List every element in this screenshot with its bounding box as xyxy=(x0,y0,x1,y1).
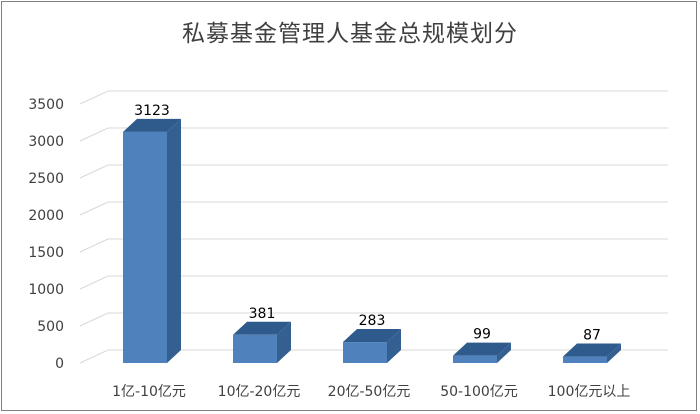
gridline xyxy=(79,275,668,290)
x-axis-categories: 1亿-10亿元 10亿-20亿元 20亿-50亿元 50-100亿元 100亿元以上 xyxy=(112,384,630,400)
x-category-label: 100亿元以上 xyxy=(548,384,631,400)
data-label: 87 xyxy=(583,328,601,344)
gridline xyxy=(79,201,668,216)
gridline xyxy=(79,90,668,105)
data-label: 3123 xyxy=(134,103,170,119)
y-tick-label: 1000 xyxy=(28,282,64,298)
y-tick-label: 2000 xyxy=(28,208,64,224)
gridlines xyxy=(79,90,668,364)
data-label: 381 xyxy=(249,306,276,322)
data-labels: 3123 381 283 99 87 xyxy=(134,103,601,344)
x-category-label: 50-100亿元 xyxy=(440,384,518,400)
chart-title: 私募基金管理人基金总规模划分 xyxy=(182,21,518,47)
data-label: 283 xyxy=(359,313,386,329)
y-tick-label: 500 xyxy=(37,319,64,335)
bars xyxy=(123,118,621,363)
bar xyxy=(343,329,401,363)
bar xyxy=(563,343,621,363)
gridline xyxy=(79,127,668,142)
y-tick-label: 0 xyxy=(55,356,64,372)
bar xyxy=(123,118,181,363)
y-tick-label: 2500 xyxy=(28,171,64,187)
gridline xyxy=(79,164,668,179)
gridline xyxy=(79,238,668,253)
y-tick-label: 3000 xyxy=(28,134,64,150)
data-label: 99 xyxy=(473,327,491,343)
bar xyxy=(453,342,511,363)
x-category-label: 10亿-20亿元 xyxy=(218,384,301,400)
y-axis-ticks: 0 500 1000 1500 2000 2500 3000 3500 xyxy=(28,97,64,372)
bar xyxy=(233,321,291,363)
y-tick-label: 1500 xyxy=(28,245,64,261)
y-tick-label: 3500 xyxy=(28,97,64,113)
x-category-label: 1亿-10亿元 xyxy=(112,384,186,400)
gridline xyxy=(79,312,668,327)
x-category-label: 20亿-50亿元 xyxy=(328,384,411,400)
